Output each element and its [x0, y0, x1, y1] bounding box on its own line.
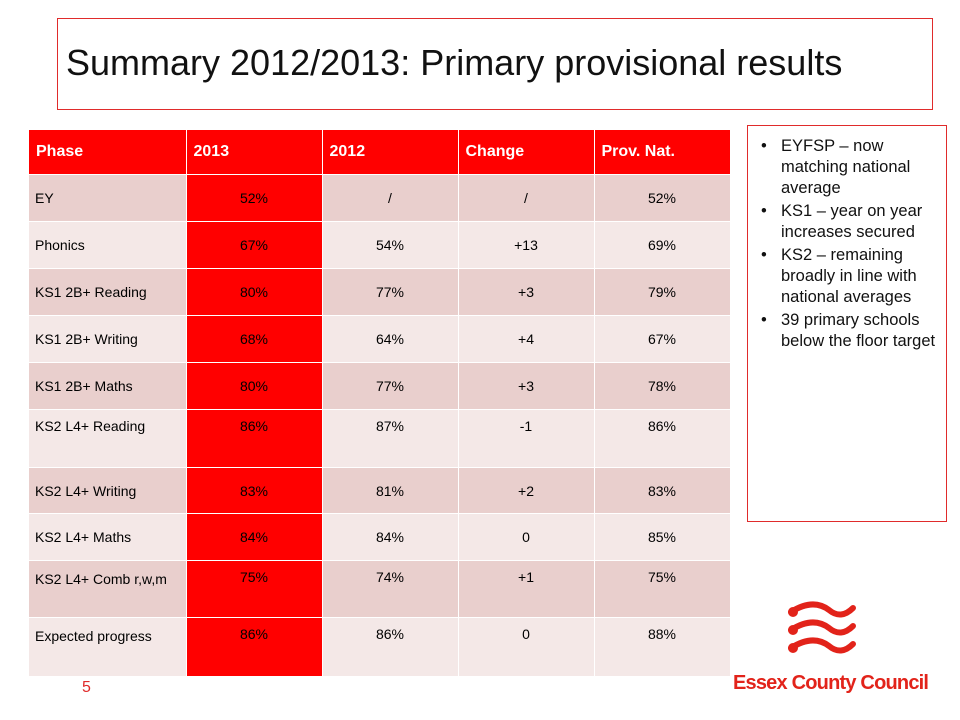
cell-2013: 80%: [186, 362, 323, 410]
cell-prov-nat: 85%: [594, 513, 731, 561]
cell-prov-nat: 88%: [594, 617, 731, 677]
cell-2012: 54%: [322, 221, 459, 269]
logo-text: Essex County Council: [733, 672, 929, 694]
key-point: • 39 primary schools below the floor targ…: [754, 310, 938, 352]
table-row: Expected progress 86% 86% 0 88%: [29, 617, 731, 677]
results-table: Phase 2013 2012 Change Prov. Nat. EY 52%…: [29, 130, 731, 677]
cell-phase: KS1 2B+ Maths: [29, 362, 187, 410]
cell-2013: 86%: [186, 409, 323, 468]
cell-2013: 84%: [186, 513, 323, 561]
cell-phase: KS1 2B+ Reading: [29, 268, 187, 316]
table-row: KS2 L4+ Writing 83% 81% +2 83%: [29, 467, 731, 514]
table-header-row: Phase 2013 2012 Change Prov. Nat.: [29, 130, 731, 175]
cell-change: +4: [458, 315, 595, 363]
key-point-text: EYFSP – now matching national average: [781, 137, 911, 197]
cell-phase: EY: [29, 174, 187, 222]
cell-change: 0: [458, 617, 595, 677]
header-change: Change: [458, 130, 595, 175]
key-point-text: 39 primary schools below the floor targe…: [781, 311, 936, 350]
cell-2013: 75%: [186, 560, 323, 618]
cell-prov-nat: 67%: [594, 315, 731, 363]
table-row: KS2 L4+ Comb r,w,m 75% 74% +1 75%: [29, 560, 731, 618]
bullet-icon: •: [761, 246, 767, 264]
header-phase: Phase: [29, 130, 187, 175]
cell-2013: 83%: [186, 467, 323, 514]
key-point-text: KS1 – year on year increases secured: [781, 202, 923, 241]
cell-2012: 77%: [322, 362, 459, 410]
table-row: KS2 L4+ Reading 86% 87% -1 86%: [29, 409, 731, 468]
key-point-text: KS2 – remaining broadly in line with nat…: [781, 246, 917, 306]
key-points-box: • EYFSP – now matching national average •…: [747, 125, 947, 522]
cell-phase: KS2 L4+ Writing: [29, 467, 187, 514]
cell-prov-nat: 79%: [594, 268, 731, 316]
header-2012: 2012: [322, 130, 459, 175]
cell-2013: 80%: [186, 268, 323, 316]
cell-2012: 74%: [322, 560, 459, 618]
table-row: KS1 2B+ Maths 80% 77% +3 78%: [29, 362, 731, 410]
cell-2012: 77%: [322, 268, 459, 316]
cell-prov-nat: 83%: [594, 467, 731, 514]
cell-phase: KS2 L4+ Reading: [29, 409, 187, 468]
table-row: KS2 L4+ Maths 84% 84% 0 85%: [29, 513, 731, 561]
cell-prov-nat: 75%: [594, 560, 731, 618]
cell-prov-nat: 52%: [594, 174, 731, 222]
cell-phase: Expected progress: [29, 617, 187, 677]
cell-change: +2: [458, 467, 595, 514]
cell-2013: 86%: [186, 617, 323, 677]
cell-prov-nat: 78%: [594, 362, 731, 410]
cell-change: 0: [458, 513, 595, 561]
cell-2012: 86%: [322, 617, 459, 677]
key-point: • KS1 – year on year increases secured: [754, 201, 938, 243]
cell-phase: KS2 L4+ Comb r,w,m: [29, 560, 187, 618]
cell-prov-nat: 69%: [594, 221, 731, 269]
key-points-list: • EYFSP – now matching national average •…: [754, 136, 938, 352]
cell-2013: 67%: [186, 221, 323, 269]
table-row: KS1 2B+ Writing 68% 64% +4 67%: [29, 315, 731, 363]
cell-change: +13: [458, 221, 595, 269]
cell-2012: 84%: [322, 513, 459, 561]
page-number: 5: [82, 679, 91, 696]
cell-2012: 87%: [322, 409, 459, 468]
table-row: EY 52% / / 52%: [29, 174, 731, 222]
bullet-icon: •: [761, 311, 767, 329]
cell-2012: 81%: [322, 467, 459, 514]
bullet-icon: •: [761, 137, 767, 155]
cell-2012: 64%: [322, 315, 459, 363]
cell-2012: /: [322, 174, 459, 222]
cell-change: -1: [458, 409, 595, 468]
cell-2013: 68%: [186, 315, 323, 363]
cell-phase: KS1 2B+ Writing: [29, 315, 187, 363]
cell-change: +3: [458, 362, 595, 410]
header-prov-nat: Prov. Nat.: [594, 130, 731, 175]
key-point: • EYFSP – now matching national average: [754, 136, 938, 199]
cell-phase: Phonics: [29, 221, 187, 269]
table-row: KS1 2B+ Reading 80% 77% +3 79%: [29, 268, 731, 316]
header-2013: 2013: [186, 130, 323, 175]
key-point: • KS2 – remaining broadly in line with na…: [754, 245, 938, 308]
table-row: Phonics 67% 54% +13 69%: [29, 221, 731, 269]
cell-change: +1: [458, 560, 595, 618]
title-box: Summary 2012/2013: Primary provisional r…: [57, 18, 933, 110]
cell-prov-nat: 86%: [594, 409, 731, 468]
cell-phase: KS2 L4+ Maths: [29, 513, 187, 561]
cell-change: +3: [458, 268, 595, 316]
essex-county-council-logo: Essex County Council: [733, 600, 933, 700]
three-seaxes-icon: [788, 601, 856, 654]
slide-title: Summary 2012/2013: Primary provisional r…: [66, 42, 843, 83]
bullet-icon: •: [761, 202, 767, 220]
cell-2013: 52%: [186, 174, 323, 222]
cell-change: /: [458, 174, 595, 222]
